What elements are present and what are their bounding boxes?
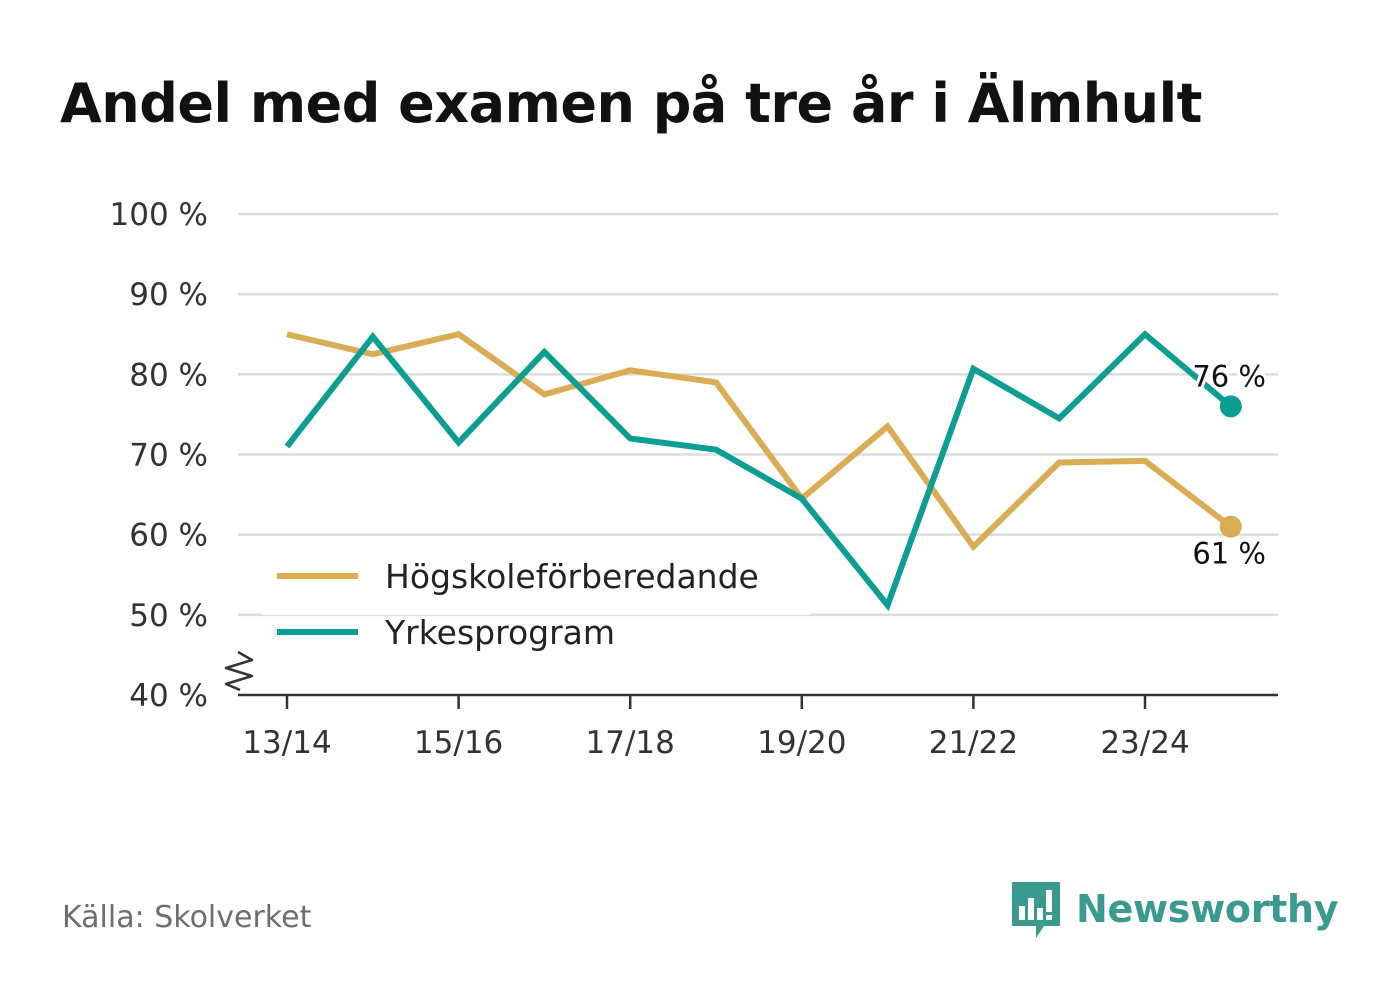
series-end-point <box>1219 515 1242 538</box>
y-tick-label: 70 % <box>129 438 208 474</box>
series-lines <box>284 330 1242 612</box>
end-value-label: 76 % <box>1192 359 1266 393</box>
legend: Högskoleförberedande Yrkesprogram <box>262 545 810 652</box>
series-line-yrkesprogram <box>284 330 1233 612</box>
newsworthy-logo-icon <box>1012 882 1060 938</box>
x-tick-label: 17/18 <box>586 725 675 761</box>
y-tick-label: 90 % <box>129 277 208 313</box>
end-labels: 61 % 76 % <box>1189 356 1269 573</box>
series-line-hogskoleforberedande <box>286 331 1233 552</box>
brand-logo: Newsworthy <box>1010 878 1339 940</box>
source-note: Källa: Skolverket <box>62 900 312 935</box>
chart-title: Andel med examen på tre år i Älmhult <box>60 72 1202 135</box>
legend-label: Högskoleförberedande <box>385 557 759 596</box>
y-tick-label: 50 % <box>129 598 208 634</box>
end-value-label: 61 % <box>1192 537 1266 571</box>
x-tick-label: 19/20 <box>757 725 846 761</box>
series-end-point <box>1219 395 1242 418</box>
x-tick-label: 13/14 <box>242 725 331 761</box>
legend-background <box>262 545 810 615</box>
y-axis-ticks: 40 % 50 % 60 % 70 % 80 % 90 % 100 % <box>110 197 208 714</box>
x-axis: 13/14 15/16 17/18 19/20 21/22 23/24 <box>238 693 1278 761</box>
x-tick-label: 21/22 <box>929 725 1018 761</box>
y-tick-label: 80 % <box>129 357 208 393</box>
y-tick-label: 60 % <box>129 518 208 554</box>
y-tick-label: 40 % <box>129 678 208 714</box>
y-axis-break-icon <box>224 650 254 692</box>
brand-name: Newsworthy <box>1076 887 1339 931</box>
y-tick-label: 100 % <box>110 197 208 233</box>
x-tick-label: 23/24 <box>1100 725 1189 761</box>
legend-label: Yrkesprogram <box>384 613 615 652</box>
x-tick-label: 15/16 <box>414 725 503 761</box>
